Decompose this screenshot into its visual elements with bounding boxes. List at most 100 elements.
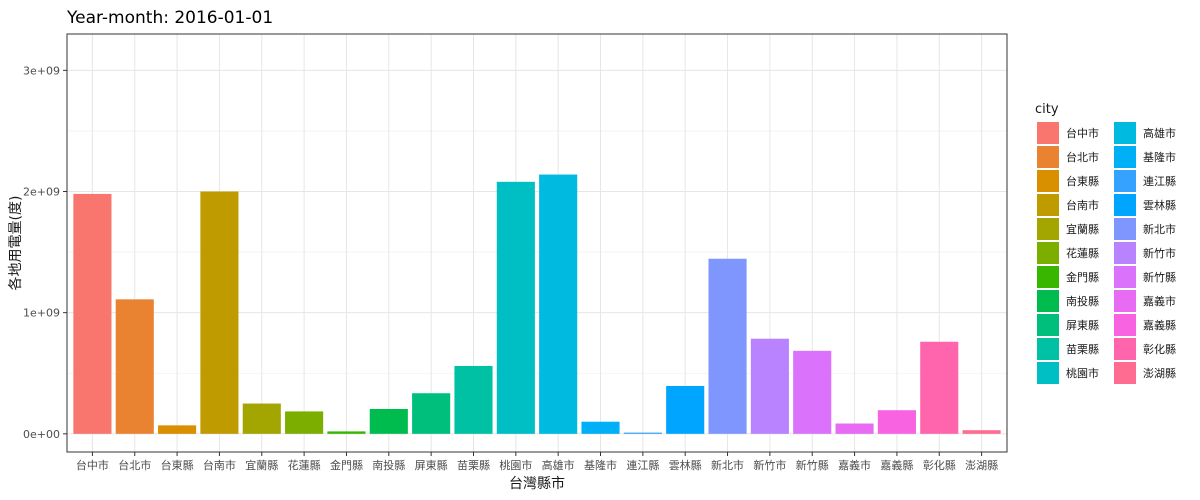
- x-tick-label: 新北市: [711, 458, 744, 472]
- legend-key: [1037, 218, 1059, 240]
- bar: [116, 299, 154, 433]
- y-tick-label: 3e+09: [23, 64, 60, 77]
- legend-key: [1037, 170, 1059, 192]
- bar: [200, 192, 238, 434]
- legend-label: 連江縣: [1143, 174, 1176, 188]
- legend-title: city: [1035, 102, 1059, 117]
- legend-label: 南投縣: [1066, 294, 1099, 308]
- bar: [370, 409, 408, 434]
- legend-key: [1037, 194, 1059, 216]
- bar: [243, 404, 281, 434]
- bar: [285, 411, 323, 433]
- legend-label: 嘉義縣: [1143, 318, 1176, 332]
- bar: [963, 430, 1001, 434]
- x-tick-label: 宜蘭縣: [245, 458, 278, 472]
- x-tick-label: 新竹市: [753, 458, 786, 472]
- legend-label: 新北市: [1143, 222, 1176, 236]
- x-tick-label: 台北市: [118, 458, 151, 472]
- x-tick-label: 苗栗縣: [457, 459, 490, 472]
- bar: [327, 431, 365, 433]
- legend-key: [1114, 146, 1136, 168]
- legend-key: [1037, 314, 1059, 336]
- bar: [920, 342, 958, 434]
- legend-key: [1037, 122, 1059, 144]
- x-axis: 台中市 台北市 台東縣 台南市 宜蘭縣 花蓮縣 金門縣 南投縣 屏東縣 苗栗縣 桃園市 高雄市 基隆市連…: [76, 452, 998, 472]
- legend-key: [1114, 122, 1136, 144]
- legend-label: 苗栗縣: [1066, 343, 1099, 356]
- legend-label: 屏東縣: [1066, 319, 1099, 332]
- legend-key: [1114, 194, 1136, 216]
- bar: [836, 424, 874, 434]
- legend-label: 桃園市: [1066, 366, 1099, 380]
- y-tick-label: 2e+09: [23, 186, 60, 199]
- legend-label: 台南市: [1066, 198, 1099, 212]
- bar: [158, 425, 196, 433]
- bar: [708, 259, 746, 434]
- legend-label: 花蓮縣: [1066, 246, 1099, 260]
- legend-key: [1114, 242, 1136, 264]
- bar: [878, 410, 916, 434]
- legend-label: 新竹縣: [1143, 270, 1176, 284]
- bar: [793, 351, 831, 434]
- legend-key: [1114, 338, 1136, 360]
- x-tick-label: 連江縣: [626, 458, 659, 472]
- legend-key: [1114, 266, 1136, 288]
- bar: [412, 393, 450, 434]
- x-tick-label: 嘉義市: [838, 458, 871, 472]
- legend-label: 雲林縣: [1143, 198, 1176, 212]
- legend-key: [1114, 362, 1136, 384]
- bar: [666, 386, 704, 434]
- legend-label: 嘉義市: [1143, 294, 1176, 308]
- x-tick-label: 桃園市: [499, 458, 532, 472]
- legend-label: 台中市: [1066, 126, 1099, 140]
- legend-key: [1037, 242, 1059, 264]
- x-axis-title: 台灣縣市: [509, 475, 565, 492]
- bar: [539, 175, 577, 434]
- y-tick-label: 0e+00: [23, 428, 60, 441]
- y-axis: 0e+00 1e+09 2e+09 3e+09: [23, 64, 67, 440]
- x-tick-label: 新竹縣: [796, 458, 829, 472]
- bar: [624, 433, 662, 434]
- legend-label: 金門縣: [1066, 270, 1099, 284]
- legend-key: [1114, 290, 1136, 312]
- legend-key: [1037, 362, 1059, 384]
- x-tick-label: 南投縣: [372, 458, 405, 472]
- bar: [454, 366, 492, 434]
- chart-title: Year-month: 2016-01-01: [66, 8, 273, 28]
- legend-label: 台東縣: [1066, 174, 1099, 188]
- legend-label: 澎湖縣: [1143, 367, 1176, 380]
- legend-key: [1114, 170, 1136, 192]
- legend-label: 彰化縣: [1143, 342, 1176, 356]
- x-tick-label: 嘉義縣: [880, 458, 913, 472]
- x-tick-label: 基隆市: [584, 458, 617, 472]
- x-tick-label: 彰化縣: [923, 458, 956, 472]
- legend-label: 新竹市: [1143, 246, 1176, 260]
- legend-key: [1037, 146, 1059, 168]
- legend-key: [1037, 290, 1059, 312]
- y-tick-label: 1e+09: [23, 307, 60, 320]
- x-tick-label: 高雄市: [542, 458, 575, 472]
- bar: [73, 194, 111, 434]
- bar: [581, 422, 619, 434]
- legend-label: 高雄市: [1143, 126, 1176, 140]
- x-tick-label: 台南市: [203, 458, 236, 472]
- x-tick-label: 澎湖縣: [965, 459, 998, 472]
- x-tick-label: 雲林縣: [669, 458, 702, 472]
- x-tick-label: 台東縣: [161, 458, 194, 472]
- legend-label: 台北市: [1066, 150, 1099, 164]
- legend-label: 宜蘭縣: [1066, 222, 1099, 236]
- bar: [497, 182, 535, 434]
- x-tick-label: 花蓮縣: [288, 458, 321, 472]
- legend-key: [1114, 218, 1136, 240]
- bar: [751, 339, 789, 434]
- legend-key: [1037, 266, 1059, 288]
- x-tick-label: 金門縣: [330, 458, 363, 472]
- x-tick-label: 台中市: [76, 458, 109, 472]
- y-axis-title: 各地用電量(度): [8, 196, 24, 291]
- legend-key: [1114, 314, 1136, 336]
- legend-label: 基隆市: [1143, 150, 1176, 164]
- legend-key: [1037, 338, 1059, 360]
